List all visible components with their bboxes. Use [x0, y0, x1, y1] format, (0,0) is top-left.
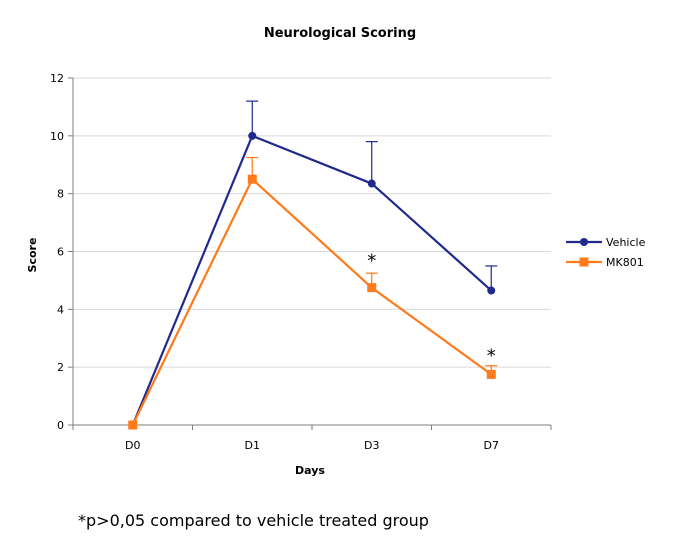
gridlines: [73, 77, 551, 368]
y-tick-label: 2: [57, 361, 64, 374]
significance-asterisk: *: [487, 346, 496, 367]
legend-vehicle-marker: [580, 238, 588, 246]
y-tick-label: 10: [50, 130, 64, 143]
series-markers: [128, 131, 496, 430]
x-tick-label: D7: [484, 439, 499, 452]
x-tick-label: D1: [245, 439, 260, 452]
y-axis-label: Score: [26, 238, 39, 273]
mk801-point: [247, 174, 257, 184]
vehicle-point: [248, 131, 257, 140]
legend-mk801-label: MK801: [606, 256, 644, 269]
legend-mk801-marker: [579, 257, 589, 267]
y-tick-label: 8: [57, 188, 64, 201]
vehicle-point: [487, 286, 496, 295]
x-axis-label: Days: [295, 464, 325, 477]
vehicle-point: [367, 179, 376, 188]
mk801-series-line: [131, 178, 492, 426]
vehicle-series-line: [131, 134, 492, 426]
y-tick-label: 4: [57, 303, 64, 316]
series-lines: [131, 134, 492, 426]
chart-title: Neurological Scoring: [264, 26, 416, 41]
y-tick-label: 12: [50, 72, 64, 85]
y-tick-label: 0: [57, 419, 64, 432]
error-bars: [246, 100, 498, 375]
legend: Vehicle MK801: [566, 236, 646, 269]
y-tick-label: 6: [57, 246, 64, 259]
mk801-point: [367, 283, 377, 293]
mk801-point: [128, 420, 138, 430]
annotations: **: [367, 250, 496, 366]
significance-asterisk: *: [367, 250, 376, 271]
mk801-point: [486, 369, 496, 379]
x-tick-label: D3: [364, 439, 379, 452]
footnote: *p>0,05 compared to vehicle treated grou…: [78, 511, 429, 530]
legend-vehicle-label: Vehicle: [606, 236, 646, 249]
line-chart: Neurological Scoring 0 2 4 6 8 10 12 D0 D1 D3 D7 *…: [26, 26, 646, 477]
x-tick-label: D0: [125, 439, 140, 452]
axes: 0 2 4 6 8 10 12 D0 D1 D3 D7: [50, 72, 552, 452]
